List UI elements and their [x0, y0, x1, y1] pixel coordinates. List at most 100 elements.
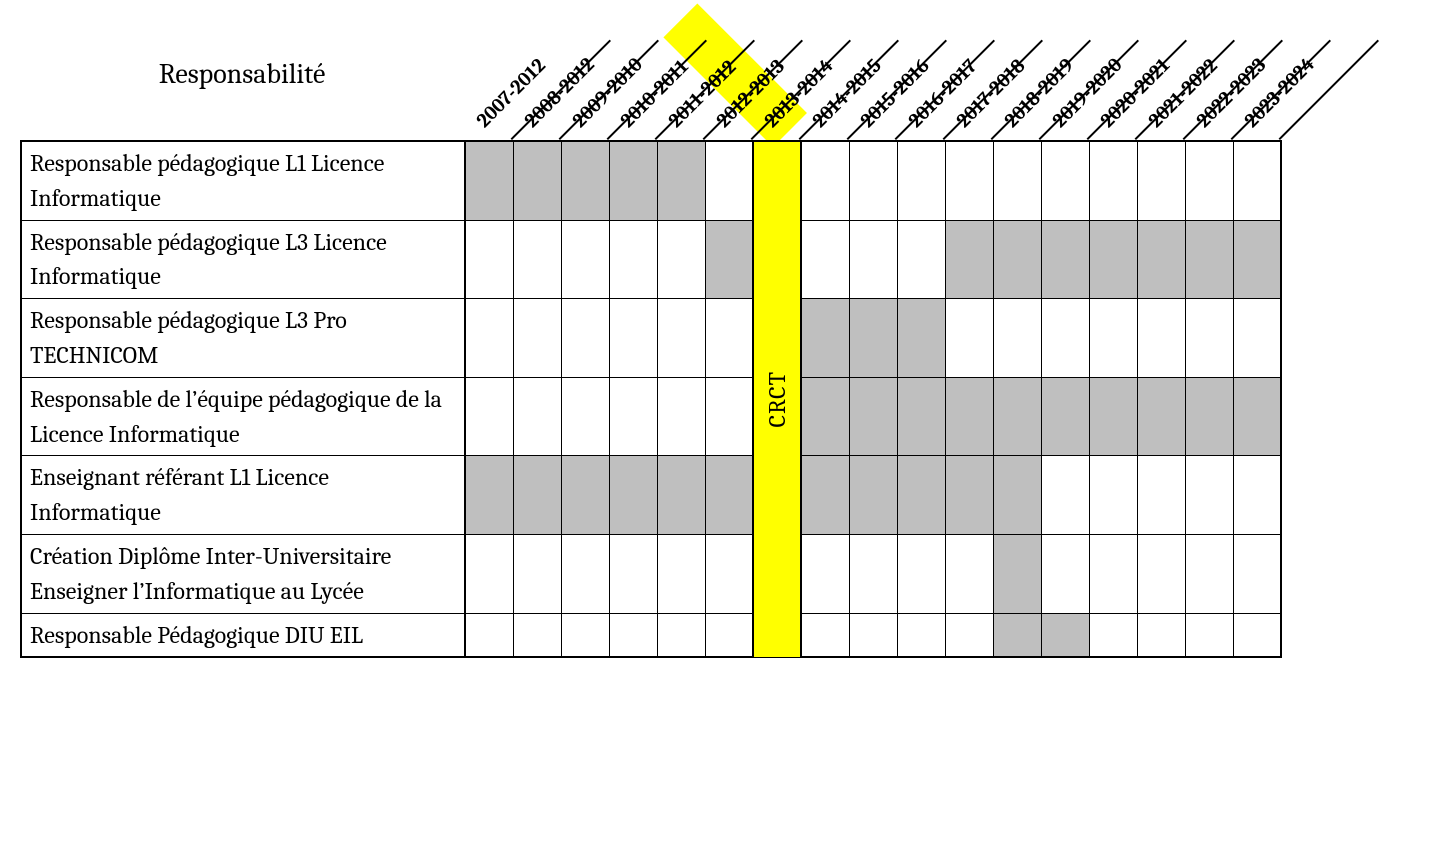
grid-cell — [897, 534, 945, 613]
year-header: 2017-2018 — [944, 20, 992, 140]
grid-cell — [705, 141, 753, 220]
table-row: Responsable pédagogique L3 Licence Infor… — [21, 220, 1281, 299]
grid-cell — [1137, 141, 1185, 220]
grid-cell — [561, 456, 609, 535]
grid-cell — [993, 534, 1041, 613]
grid-cell — [465, 613, 513, 657]
grid-cell — [465, 534, 513, 613]
grid-cell — [1137, 377, 1185, 456]
grid-cell — [657, 613, 705, 657]
grid-cell — [561, 141, 609, 220]
grid-cell — [897, 220, 945, 299]
year-header: 2021-2022 — [1136, 20, 1184, 140]
year-headers: 2007-20122008-20122009-20102010-20112011… — [464, 20, 1280, 140]
table-row: Responsable pédagogique L3 Pro TECHNICOM — [21, 299, 1281, 378]
grid-cell — [609, 377, 657, 456]
grid-cell — [465, 220, 513, 299]
grid-cell — [801, 141, 849, 220]
row-label: Responsable de l’équipe pédagogique de l… — [21, 377, 465, 456]
grid-cell — [609, 220, 657, 299]
year-header: 2012-2013 — [704, 20, 752, 140]
grid-cell — [1041, 613, 1089, 657]
grid-cell — [1137, 456, 1185, 535]
grid-cell — [465, 141, 513, 220]
grid-cell — [1185, 220, 1233, 299]
grid-cell — [561, 377, 609, 456]
grid-cell — [849, 299, 897, 378]
grid-cell — [609, 456, 657, 535]
grid-cell — [801, 220, 849, 299]
grid-cell — [465, 456, 513, 535]
year-header: 2023-2024 — [1232, 20, 1280, 140]
grid-cell — [561, 534, 609, 613]
grid-cell — [945, 299, 993, 378]
row-label: Enseignant référant L1 Licence Informati… — [21, 456, 465, 535]
grid-cell — [897, 299, 945, 378]
row-label: Responsable Pédagogique DIU EIL — [21, 613, 465, 657]
grid-cell — [849, 141, 897, 220]
header-row: Responsabilité 2007-20122008-20122009-20… — [20, 20, 1429, 140]
grid-cell — [561, 220, 609, 299]
grid-cell — [801, 299, 849, 378]
grid-cell — [849, 613, 897, 657]
table-row: Responsable pédagogique L1 Licence Infor… — [21, 141, 1281, 220]
grid-cell — [513, 456, 561, 535]
grid-cell — [705, 534, 753, 613]
table-row: Responsable de l’équipe pédagogique de l… — [21, 377, 1281, 456]
grid-cell — [1137, 613, 1185, 657]
grid-cell — [993, 377, 1041, 456]
year-header: 2007-2012 — [464, 20, 512, 140]
grid-cell — [657, 299, 705, 378]
grid-cell — [657, 220, 705, 299]
grid-cell — [801, 534, 849, 613]
grid-cell — [1137, 299, 1185, 378]
grid-cell — [849, 456, 897, 535]
grid-cell — [1233, 299, 1281, 378]
year-header: 2011-2012 — [656, 20, 704, 140]
year-header: 2010-2011 — [608, 20, 656, 140]
year-header: 2015-2016 — [848, 20, 896, 140]
grid-cell — [993, 456, 1041, 535]
grid-cell — [705, 613, 753, 657]
grid-cell — [897, 613, 945, 657]
grid-cell — [1185, 141, 1233, 220]
grid-cell — [609, 534, 657, 613]
year-header: 2020-2021 — [1088, 20, 1136, 140]
table-row: Responsable Pédagogique DIU EIL — [21, 613, 1281, 657]
grid-cell — [465, 377, 513, 456]
year-header: 2014-2015 — [800, 20, 848, 140]
grid-cell — [945, 456, 993, 535]
grid-cell — [897, 456, 945, 535]
grid-cell — [513, 377, 561, 456]
grid-cell — [993, 220, 1041, 299]
grid-cell — [801, 456, 849, 535]
grid-cell — [897, 141, 945, 220]
table-row: Enseignant référant L1 Licence Informati… — [21, 456, 1281, 535]
grid-cell — [561, 299, 609, 378]
grid-cell — [465, 299, 513, 378]
grid-cell — [945, 613, 993, 657]
grid-cell — [1041, 220, 1089, 299]
row-label: Responsable pédagogique L3 Licence Infor… — [21, 220, 465, 299]
grid-cell — [705, 377, 753, 456]
year-header: 2008-2012 — [512, 20, 560, 140]
grid-cell — [513, 141, 561, 220]
grid-cell — [849, 534, 897, 613]
grid-cell — [1137, 220, 1185, 299]
grid-cell — [513, 220, 561, 299]
grid-cell — [945, 220, 993, 299]
year-header: 2018-2019 — [992, 20, 1040, 140]
grid-cell — [1089, 534, 1137, 613]
responsibility-table: Responsable pédagogique L1 Licence Infor… — [20, 140, 1282, 658]
grid-cell — [609, 613, 657, 657]
grid-cell — [705, 299, 753, 378]
table-row: Création Diplôme Inter-Universitaire Ens… — [21, 534, 1281, 613]
grid-cell — [993, 299, 1041, 378]
grid-cell — [1185, 299, 1233, 378]
grid-cell — [993, 613, 1041, 657]
grid-cell — [1233, 377, 1281, 456]
table-title: Responsabilité — [20, 58, 464, 140]
year-label: 2023-2024 — [1240, 53, 1319, 132]
grid-cell — [1233, 534, 1281, 613]
grid-cell — [657, 534, 705, 613]
